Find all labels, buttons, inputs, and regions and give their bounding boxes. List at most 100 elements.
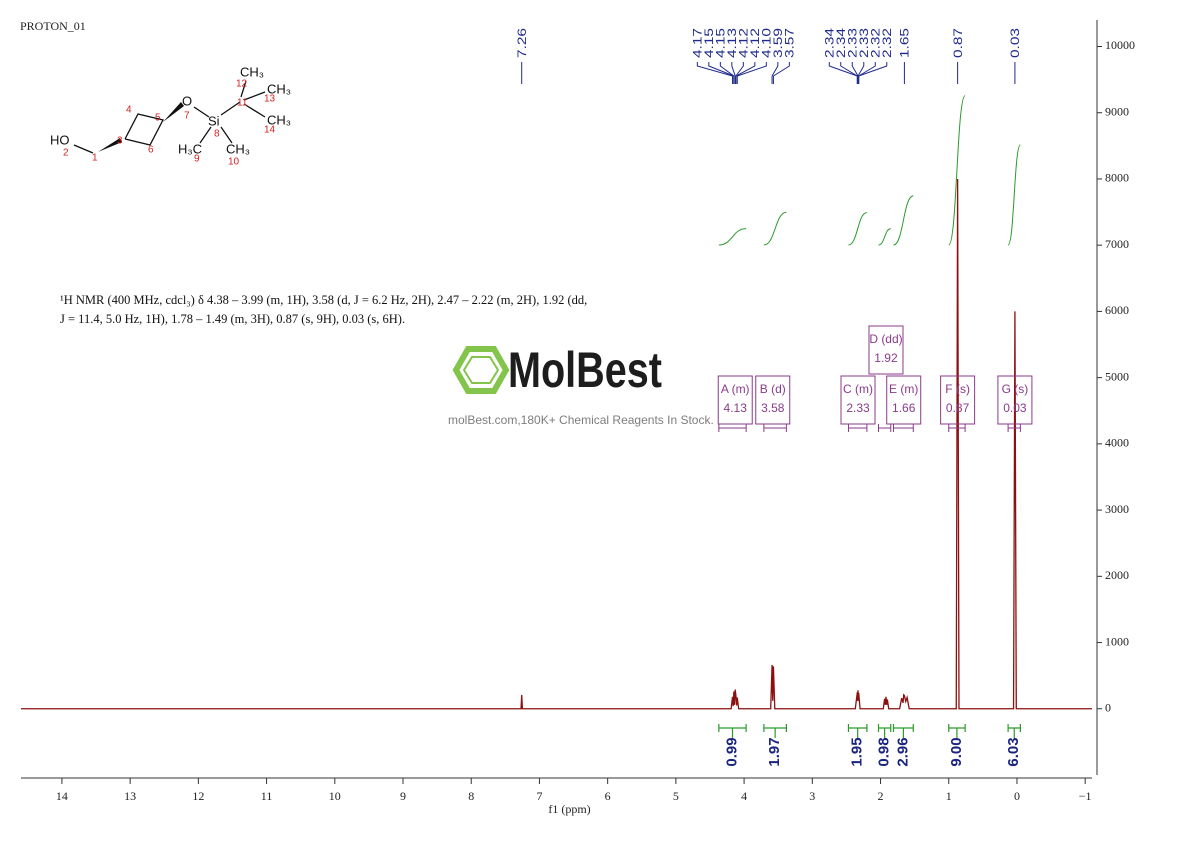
- multiplet-shift: 0.87: [946, 401, 970, 415]
- atom-number: 12: [236, 79, 248, 90]
- spectrum-title: PROTON_01: [20, 19, 86, 33]
- bond: [73, 144, 94, 154]
- atom-number: 10: [228, 157, 240, 168]
- atom-label: H₃C: [178, 141, 202, 156]
- ring: [124, 113, 164, 146]
- multiplet-box: [717, 375, 753, 425]
- atom-number: 6: [148, 145, 154, 156]
- peak-label: 4.12: [737, 28, 751, 58]
- atom-number: 7: [184, 111, 190, 122]
- bond: [243, 103, 266, 118]
- integral-bracket: [718, 724, 747, 738]
- integral-curve: [893, 195, 914, 246]
- atom-label: CH₃: [267, 81, 291, 96]
- integral-bracket: [877, 724, 892, 738]
- multiplet-box: [755, 375, 791, 425]
- peak-leader: [840, 62, 858, 84]
- multiplet-range: [763, 424, 787, 432]
- x-tick-label: 5: [673, 789, 679, 803]
- multiplet-range: [718, 424, 747, 432]
- multiplet-shift: 4.13: [724, 401, 748, 415]
- integral-curve: [948, 95, 966, 246]
- y-tick-label: 9000: [1105, 104, 1129, 118]
- peak-label: 7.26: [515, 28, 529, 58]
- multiplet-shift: 2.33: [846, 401, 870, 415]
- atom-label: CH₃: [240, 64, 264, 79]
- multiplet-box: [997, 375, 1033, 425]
- integral-curve: [848, 212, 868, 246]
- y-tick-label: 4000: [1105, 436, 1129, 450]
- peak-label: 2.32: [868, 28, 882, 58]
- bond: [220, 101, 241, 116]
- atom-number: 2: [63, 148, 69, 159]
- peak-label: 4.15: [714, 28, 728, 58]
- peak-label: 4.13: [725, 28, 739, 58]
- logo-ring: [462, 356, 500, 384]
- x-tick-label: 13: [124, 789, 136, 803]
- bond: [240, 80, 247, 98]
- peak-label: 3.59: [771, 28, 785, 58]
- multiplet-name: E (m): [889, 382, 918, 396]
- peak-leader: [735, 62, 756, 84]
- x-tick-label: 11: [261, 789, 273, 803]
- structure: HO O Si CH₃ CH₃ CH₃ H₃C CH₃ 1 2 3 4 5 6 …: [50, 64, 291, 167]
- atom-label: CH₃: [267, 112, 291, 127]
- multiplet-name: G (s): [1002, 382, 1029, 396]
- peak-leader: [719, 62, 735, 84]
- peak-label: 4.12: [748, 28, 762, 58]
- x-tick-label: −1: [1079, 789, 1092, 803]
- multiplet-box: [886, 375, 922, 425]
- watermark-brand: MolBest: [508, 342, 662, 398]
- peak-label: 2.32: [880, 28, 894, 58]
- multiplet-box: [868, 325, 904, 375]
- wedge-bond: [98, 138, 122, 152]
- y-tick-label: 7000: [1105, 237, 1129, 251]
- peak-leader: [771, 62, 779, 84]
- atom-number: 8: [214, 129, 220, 140]
- x-tick-label: 7: [536, 789, 542, 803]
- y-tick-label: 10000: [1105, 38, 1135, 52]
- peak-leader: [731, 62, 736, 84]
- y-tick-label: 8000: [1105, 171, 1129, 185]
- peak-label: 4.10: [760, 28, 774, 58]
- integral-bracket: [1007, 724, 1021, 738]
- peak-label: 2.34: [822, 28, 836, 58]
- multiplet-box: [840, 375, 876, 425]
- atom-number: 3: [117, 136, 123, 147]
- multiplet-range: [948, 424, 966, 432]
- y-tick-label: 3000: [1105, 502, 1129, 516]
- integral-curve: [718, 228, 747, 246]
- peak-label: 1.65: [898, 28, 912, 58]
- multiplet-name: A (m): [721, 382, 750, 396]
- multiplet-shift: 1.92: [874, 351, 898, 365]
- watermark-tagline: molBest.com,180K+ Chemical Reagents In S…: [448, 413, 714, 427]
- spectrum-line: [21, 178, 1092, 710]
- atom-number: 13: [264, 94, 276, 105]
- x-tick-label: 10: [329, 789, 341, 803]
- x-tick-label: 9: [400, 789, 406, 803]
- integral-curve: [1007, 144, 1021, 246]
- multiplet-range: [892, 424, 914, 432]
- y-tick-label: 2000: [1105, 568, 1129, 582]
- integral-label: 2.96: [894, 737, 911, 766]
- bond: [193, 106, 210, 118]
- x-tick-label: 6: [605, 789, 611, 803]
- y-tick-label: 0: [1105, 701, 1111, 715]
- peak-leader: [696, 62, 733, 84]
- integral-bracket: [763, 724, 787, 738]
- bond: [199, 126, 212, 144]
- peak-leader: [857, 62, 865, 84]
- x-tick-label: 12: [192, 789, 204, 803]
- peak-label: 0.03: [1008, 28, 1022, 58]
- integral-label: 9.00: [948, 737, 965, 766]
- bond: [220, 126, 233, 144]
- peak-label: 2.33: [857, 28, 871, 58]
- watermark: MolBest molBest.com,180K+ Chemical Reage…: [448, 342, 714, 427]
- multiplet-range: [1007, 424, 1021, 432]
- atom-number: 5: [155, 113, 161, 124]
- peak-leader: [858, 62, 888, 84]
- peak-label: 4.17: [691, 28, 705, 58]
- x-tick-label: 1: [946, 789, 952, 803]
- peak-label: 2.34: [834, 28, 848, 58]
